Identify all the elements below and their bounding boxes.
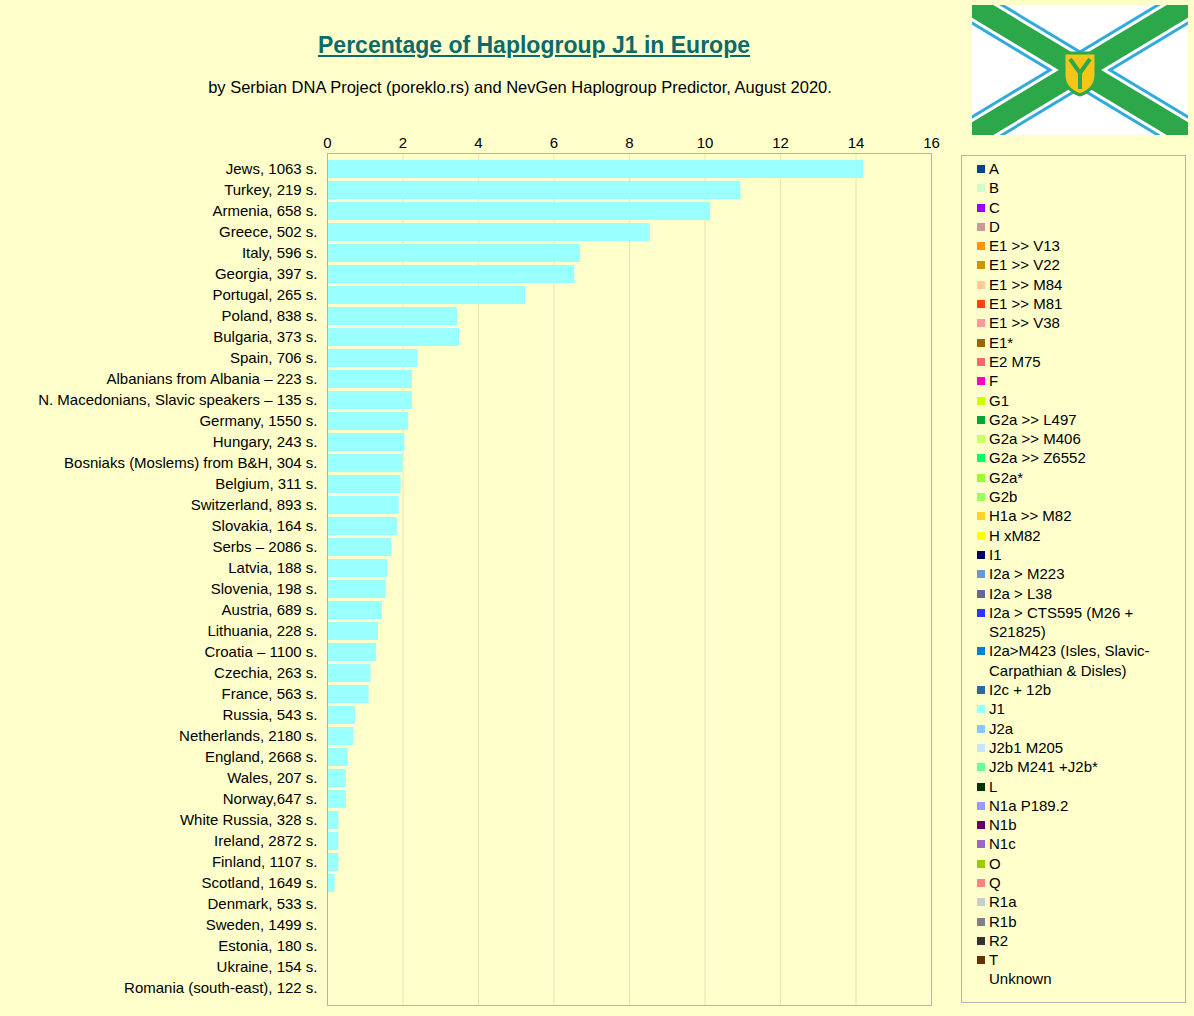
html-text:R1b: R1b: [989, 912, 1017, 930]
svg-text:Ireland, 2872 s.: Ireland, 2872 s.: [214, 832, 317, 849]
svg-text:Belgium, 311 s.: Belgium, 311 s.: [215, 475, 317, 492]
html-text:R2: R2: [989, 931, 1009, 949]
svg-text:Netherlands, 2180 s.: Netherlands, 2180 s.: [179, 727, 317, 744]
html-text:B: B: [989, 179, 999, 197]
svg-text:14: 14: [848, 134, 865, 151]
html-text:E1 >> V13: E1 >> V13: [989, 237, 1060, 255]
html-text:N1b: N1b: [989, 816, 1017, 834]
svg-text:Albanians from Albania – 223 s: Albanians from Albania – 223 s.: [107, 370, 318, 387]
html-text:G2a*: G2a*: [989, 468, 1024, 486]
html-text:G2a >> Z6552: G2a >> Z6552: [989, 449, 1086, 467]
svg-text:Denmark, 533 s.: Denmark, 533 s.: [207, 895, 317, 912]
svg-text:France, 563 s.: France, 563 s.: [222, 685, 318, 702]
svg-text:6: 6: [550, 134, 558, 151]
svg-text:Turkey, 219 s.: Turkey, 219 s.: [224, 181, 317, 198]
svg-text:10: 10: [697, 134, 714, 151]
svg-text:Ukraine, 154 s.: Ukraine, 154 s.: [217, 958, 318, 975]
html-text:J2b M241 +J2b*: J2b M241 +J2b*: [989, 758, 1098, 776]
svg-text:Georgia, 397 s.: Georgia, 397 s.: [215, 265, 318, 282]
svg-text:Portugal, 265 s.: Portugal, 265 s.: [212, 286, 317, 303]
svg-text:England, 2668 s.: England, 2668 s.: [205, 748, 318, 765]
html-text:I1: I1: [989, 545, 1002, 563]
svg-text:Switzerland, 893 s.: Switzerland, 893 s.: [191, 496, 318, 513]
svg-text:Jews, 1063 s.: Jews, 1063 s.: [226, 160, 318, 177]
html-text:E1 >> M84: E1 >> M84: [989, 275, 1063, 293]
svg-text:Germany, 1550 s.: Germany, 1550 s.: [199, 412, 317, 429]
html-text:L: L: [989, 777, 998, 795]
svg-text:Scotland, 1649 s.: Scotland, 1649 s.: [202, 874, 318, 891]
html-text:Unknown: Unknown: [989, 970, 1052, 988]
html-text:G2a >> M406: G2a >> M406: [989, 430, 1081, 448]
html-text:Percentage of Haplogroup J1 in: Percentage of Haplogroup J1 in Europe: [318, 32, 750, 58]
svg-text:16: 16: [923, 134, 940, 151]
html-text:E2 M75: E2 M75: [989, 353, 1041, 370]
svg-text:Finland, 1107 s.: Finland, 1107 s.: [212, 853, 318, 870]
svg-text:Czechia, 263 s.: Czechia, 263 s.: [214, 664, 317, 681]
svg-text:Slovakia, 164 s.: Slovakia, 164 s.: [212, 517, 318, 534]
svg-text:N. Macedonians, Slavic speaker: N. Macedonians, Slavic speakers – 135 s.: [38, 391, 317, 408]
html-text:H1a >> M82: H1a >> M82: [989, 507, 1072, 525]
html-text:C: C: [989, 198, 1000, 216]
html-text:H xM82: H xM82: [989, 526, 1041, 544]
html-text:O: O: [989, 854, 1001, 872]
html-text:G1: G1: [989, 391, 1009, 409]
svg-text:Italy, 596 s.: Italy, 596 s.: [242, 244, 318, 261]
svg-text:Romania (south-east), 122 s.: Romania (south-east), 122 s.: [124, 979, 317, 996]
html-text:J2a: J2a: [989, 719, 1014, 737]
svg-text:4: 4: [474, 134, 482, 151]
svg-text:Estonia, 180 s.: Estonia, 180 s.: [218, 937, 317, 954]
svg-text:Greece, 502 s.: Greece, 502 s.: [219, 223, 317, 240]
html-text:A: A: [989, 160, 999, 177]
html-text:R1a: R1a: [989, 893, 1017, 911]
html-text:E1 >> V22: E1 >> V22: [989, 256, 1060, 274]
svg-text:Norway,647 s.: Norway,647 s.: [223, 790, 318, 807]
html-text:Q: Q: [989, 874, 1001, 891]
svg-text:12: 12: [772, 134, 789, 151]
svg-text:Croatia – 1100 s.: Croatia – 1100 s.: [204, 643, 317, 660]
html-text:I2c + 12b: I2c + 12b: [989, 681, 1052, 698]
html-text:F: F: [989, 372, 999, 390]
html-text:D: D: [989, 217, 1000, 235]
svg-text:Russia, 543 s.: Russia, 543 s.: [222, 706, 317, 723]
svg-text:Latvia, 188 s.: Latvia, 188 s.: [228, 559, 317, 576]
html-text:E1*: E1*: [989, 333, 1014, 351]
html-text:E1 >> M81: E1 >> M81: [989, 295, 1063, 313]
html-text:I2a > M223: I2a > M223: [989, 565, 1065, 583]
svg-text:White Russia, 328 s.: White Russia, 328 s.: [180, 811, 318, 828]
html-text:I2a > CTS595 (M26 + S21825): I2a > CTS595 (M26 + S21825): [989, 603, 1134, 641]
svg-text:2: 2: [399, 134, 407, 151]
html-text:J1: J1: [989, 700, 1005, 718]
html-text:I2a > L38: I2a > L38: [989, 584, 1052, 602]
html-text:by Serbian DNA Project (porekl: by Serbian DNA Project (poreklo.rs) and …: [208, 78, 832, 96]
svg-text:Slovenia, 198 s.: Slovenia, 198 s.: [211, 580, 318, 597]
svg-text:Spain, 706 s.: Spain, 706 s.: [230, 349, 318, 366]
svg-text:Lithuania, 228 s.: Lithuania, 228 s.: [207, 622, 317, 639]
svg-text:0: 0: [323, 134, 331, 151]
svg-text:Armenia, 658 s.: Armenia, 658 s.: [212, 202, 317, 219]
svg-text:Serbs – 2086 s.: Serbs – 2086 s.: [212, 538, 317, 555]
html-text:G2b: G2b: [989, 488, 1018, 505]
html-text:N1c: N1c: [989, 835, 1016, 853]
svg-text:Wales, 207 s.: Wales, 207 s.: [227, 769, 317, 786]
html-text:E1 >> V38: E1 >> V38: [989, 314, 1060, 332]
svg-text:Austria, 689 s.: Austria, 689 s.: [222, 601, 318, 618]
html-text:G2a >> L497: G2a >> L497: [989, 410, 1077, 428]
html-text:J2b1 M205: J2b1 M205: [989, 738, 1064, 756]
html-text:N1a P189.2: N1a P189.2: [989, 796, 1069, 814]
svg-text:8: 8: [625, 134, 633, 151]
svg-text:Bulgaria, 373 s.: Bulgaria, 373 s.: [213, 328, 317, 345]
svg-text:Hungary, 243 s.: Hungary, 243 s.: [213, 433, 318, 450]
svg-text:Sweden, 1499 s.: Sweden, 1499 s.: [206, 916, 318, 933]
html-text:T: T: [989, 951, 999, 969]
svg-text:Poland, 838 s.: Poland, 838 s.: [222, 307, 318, 324]
html-text:I2a>M423 (Isles, Slavic-Carpat: I2a>M423 (Isles, Slavic-Carpathian & Dis…: [989, 642, 1150, 679]
svg-text:Bosniaks (Moslems) from B&H, 3: Bosniaks (Moslems) from B&H, 304 s.: [64, 454, 317, 471]
